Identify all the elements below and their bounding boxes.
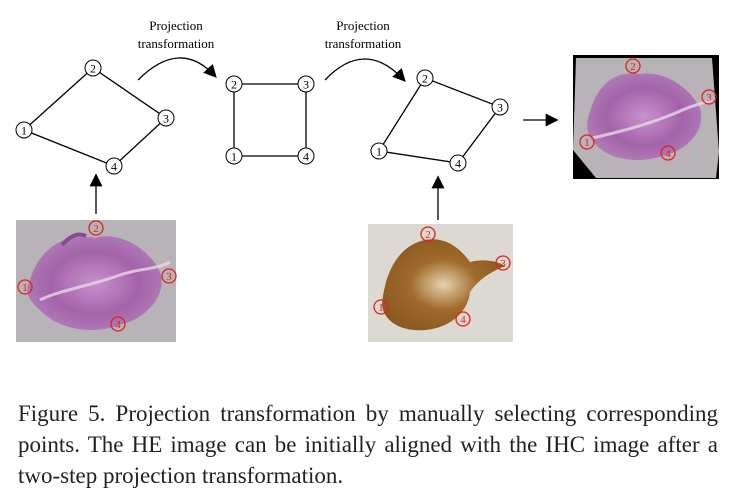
node-he-3: 3 bbox=[157, 109, 175, 127]
svg-text:3: 3 bbox=[497, 101, 503, 115]
arrow-label-2-line2: transformation bbox=[325, 36, 402, 51]
he-marker-1: 1 bbox=[17, 279, 33, 295]
svg-text:2: 2 bbox=[630, 61, 636, 73]
node-ihc-4: 4 bbox=[449, 154, 467, 172]
svg-text:2: 2 bbox=[231, 78, 237, 92]
node-square-4: 4 bbox=[297, 147, 315, 165]
svg-text:4: 4 bbox=[303, 150, 309, 164]
he-image: 2 1 3 4 bbox=[16, 220, 177, 342]
svg-text:1: 1 bbox=[376, 145, 382, 159]
svg-text:3: 3 bbox=[166, 271, 172, 283]
he-marker-2: 2 bbox=[88, 220, 104, 236]
svg-text:1: 1 bbox=[584, 137, 590, 149]
curved-arrow-1 bbox=[137, 57, 217, 81]
svg-text:2: 2 bbox=[93, 223, 99, 235]
node-label: 2 bbox=[90, 62, 96, 76]
node-square-1: 1 bbox=[225, 147, 243, 165]
node-label: 1 bbox=[21, 124, 27, 138]
node-ihc-2: 2 bbox=[416, 69, 434, 87]
ihc-marker-2: 2 bbox=[420, 226, 436, 242]
node-ihc-3: 3 bbox=[491, 98, 509, 116]
node-he-1: 1 bbox=[15, 121, 33, 139]
svg-text:1: 1 bbox=[231, 150, 237, 164]
arrow-label-2-line1: Projection bbox=[336, 18, 390, 33]
node-he-4: 4 bbox=[105, 157, 123, 175]
svg-text:1: 1 bbox=[22, 282, 28, 294]
svg-text:4: 4 bbox=[665, 148, 671, 160]
svg-text:4: 4 bbox=[460, 314, 466, 326]
arrow-label-1-line2: transformation bbox=[138, 36, 215, 51]
svg-text:3: 3 bbox=[706, 92, 712, 104]
figure-caption: Figure 5. Projection transformation by m… bbox=[18, 401, 718, 488]
svg-text:3: 3 bbox=[500, 258, 506, 270]
result-marker-4: 4 bbox=[660, 145, 676, 161]
he-quadrilateral: 1 2 3 4 bbox=[15, 59, 175, 175]
node-square-3: 3 bbox=[297, 75, 315, 93]
result-marker-3: 3 bbox=[701, 89, 717, 105]
svg-text:4: 4 bbox=[455, 157, 461, 171]
ihc-marker-1: 1 bbox=[373, 299, 389, 315]
svg-text:1: 1 bbox=[378, 302, 384, 314]
ihc-quadrilateral: 1 2 3 4 bbox=[370, 69, 509, 172]
he-marker-4: 4 bbox=[110, 316, 126, 332]
square-quadrilateral: 2 3 1 4 bbox=[225, 75, 315, 165]
svg-text:2: 2 bbox=[422, 72, 428, 86]
svg-text:2: 2 bbox=[425, 229, 431, 241]
he-marker-3: 3 bbox=[161, 268, 177, 284]
result-image: 2 1 3 4 bbox=[573, 55, 719, 179]
ihc-image: 2 1 3 4 bbox=[368, 224, 513, 342]
svg-text:4: 4 bbox=[115, 319, 121, 331]
arrow-label-1-line1: Projection bbox=[149, 18, 203, 33]
curved-arrow-2 bbox=[324, 58, 406, 82]
ihc-marker-3: 3 bbox=[495, 255, 511, 271]
node-label: 4 bbox=[111, 160, 117, 174]
result-marker-1: 1 bbox=[579, 134, 595, 150]
node-ihc-1: 1 bbox=[370, 142, 388, 160]
ihc-marker-4: 4 bbox=[455, 311, 471, 327]
svg-text:3: 3 bbox=[303, 78, 309, 92]
node-square-2: 2 bbox=[225, 75, 243, 93]
node-he-2: 2 bbox=[84, 59, 102, 77]
node-label: 3 bbox=[163, 112, 169, 126]
result-marker-2: 2 bbox=[625, 58, 641, 74]
